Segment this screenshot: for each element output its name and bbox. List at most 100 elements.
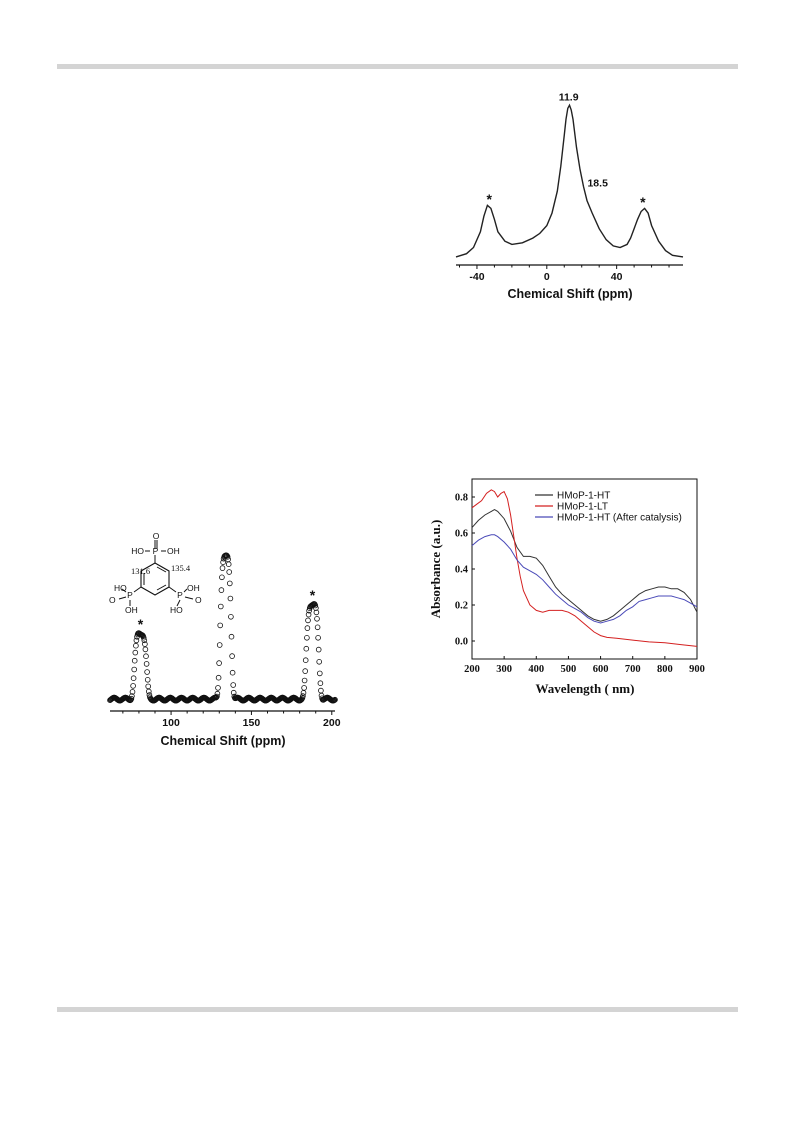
x-tick-label: 400 xyxy=(528,664,544,675)
bond xyxy=(121,588,127,593)
data-point xyxy=(315,635,321,641)
data-point xyxy=(230,689,237,696)
data-point xyxy=(131,657,138,664)
data-point xyxy=(225,561,232,568)
x-axis-title: Chemical Shift (ppm) xyxy=(160,734,285,748)
data-point xyxy=(305,617,311,624)
nmr-c13-plot: 100 150 200 * * Chemical Shift (ppm) O HO … xyxy=(107,531,341,748)
x-tick-label: 200 xyxy=(464,664,480,675)
data-point xyxy=(130,675,137,682)
data-point xyxy=(215,685,221,691)
spinning-sideband-marker: * xyxy=(640,194,646,210)
peak-label-18-5: 18.5 xyxy=(587,177,608,189)
benzene-ring xyxy=(140,562,170,596)
x-tick-label: 40 xyxy=(611,271,623,283)
data-point xyxy=(312,602,319,609)
data-point xyxy=(133,637,140,644)
data-point xyxy=(218,587,225,593)
data-point xyxy=(230,682,236,688)
top-page-rule xyxy=(57,64,738,69)
data-point xyxy=(132,649,139,656)
data-point xyxy=(301,685,307,691)
data-point xyxy=(228,614,234,620)
data-point xyxy=(144,677,151,683)
data-point xyxy=(216,642,223,648)
peak-label-11-9: 11.9 xyxy=(559,92,579,104)
data-point xyxy=(216,660,222,666)
oxygen-label: O xyxy=(109,595,116,605)
x-tick-label: 200 xyxy=(323,717,341,729)
bond xyxy=(176,599,181,607)
data-point xyxy=(129,689,136,695)
data-point xyxy=(332,696,338,703)
oxygen-label: O xyxy=(153,531,160,541)
y-ticks: 0.0 0.2 0.4 0.6 0.8 xyxy=(455,493,475,648)
data-point xyxy=(214,690,221,697)
spinning-sideband-marker: * xyxy=(138,616,144,632)
x-tick-label: 500 xyxy=(561,664,577,675)
data-point xyxy=(226,569,232,575)
data-point xyxy=(219,574,225,581)
data-point xyxy=(313,609,320,616)
hydroxyl-label: HO xyxy=(170,605,183,615)
data-point xyxy=(141,637,148,644)
data-point xyxy=(227,580,233,587)
data-point xyxy=(318,687,324,694)
x-tick-label: 900 xyxy=(689,664,705,675)
data-point xyxy=(142,646,149,653)
x-tick-label: 600 xyxy=(593,664,609,675)
data-point xyxy=(218,603,224,610)
benzene-triphosphonic-acid-structure: O HO P OH 131.6 135.4 HO HO OH O P P O O… xyxy=(109,531,202,615)
x-ticks: 100 150 200 xyxy=(122,711,341,729)
data-point xyxy=(315,646,322,653)
data-point xyxy=(302,668,309,674)
data-point xyxy=(302,657,309,663)
legend-label: HMoP-1-HT (After catalysis) xyxy=(557,513,682,524)
bottom-page-rule xyxy=(57,1007,738,1012)
data-point xyxy=(143,653,149,659)
data-point xyxy=(314,624,321,631)
uv-vis-series xyxy=(471,489,698,647)
x-tick-label: -40 xyxy=(469,271,484,283)
data-point xyxy=(314,616,320,622)
ring-double-bond xyxy=(156,584,167,591)
y-tick-label: 0.4 xyxy=(455,565,469,576)
data-point xyxy=(305,611,312,618)
data-point xyxy=(301,677,308,684)
y-tick-label: 0.0 xyxy=(455,637,468,648)
data-point xyxy=(213,694,220,701)
data-point xyxy=(317,670,323,677)
data-point xyxy=(128,695,135,702)
data-point xyxy=(313,605,319,611)
hydroxyl-label: HO xyxy=(131,546,144,556)
data-point xyxy=(228,633,235,640)
data-point xyxy=(227,595,234,602)
legend-label: HMoP-1-LT xyxy=(557,502,608,513)
data-point xyxy=(220,559,226,566)
legend-label: HMoP-1-HT xyxy=(557,491,610,502)
data-point xyxy=(142,641,148,647)
uv-vis-plot: 200 300 400 500 600 700 800 900 0.0 0.2 0.4 0.6 0.8… xyxy=(428,478,705,696)
x-tick-label: 0 xyxy=(544,271,550,283)
oxygen-label: O xyxy=(195,595,202,605)
bond xyxy=(118,596,127,600)
bond xyxy=(183,588,188,593)
x-axis-title: Wavelength ( nm) xyxy=(536,681,635,696)
y-tick-label: 0.6 xyxy=(455,529,468,540)
x-tick-label: 100 xyxy=(162,717,180,729)
spinning-sideband-marker: * xyxy=(310,587,316,603)
nmr-p31-plot: -40 0 40 11.9 18.5 * * Chemical Shift (ppm… xyxy=(455,92,684,301)
data-point xyxy=(304,625,311,631)
y-tick-label: 0.2 xyxy=(455,601,468,612)
data-point xyxy=(130,683,136,689)
nmr-c13-chart: 100 150 200 * * Chemical Shift (ppm) O HO … xyxy=(105,530,345,760)
data-point xyxy=(144,669,150,675)
ht-series-line xyxy=(471,509,698,622)
ring-double-bond xyxy=(156,566,167,573)
data-point xyxy=(140,634,147,641)
ht-after-catalysis-series-line xyxy=(471,534,698,624)
phosphorus-label: P xyxy=(177,590,183,600)
data-point xyxy=(145,688,152,695)
x-tick-label: 700 xyxy=(625,664,641,675)
